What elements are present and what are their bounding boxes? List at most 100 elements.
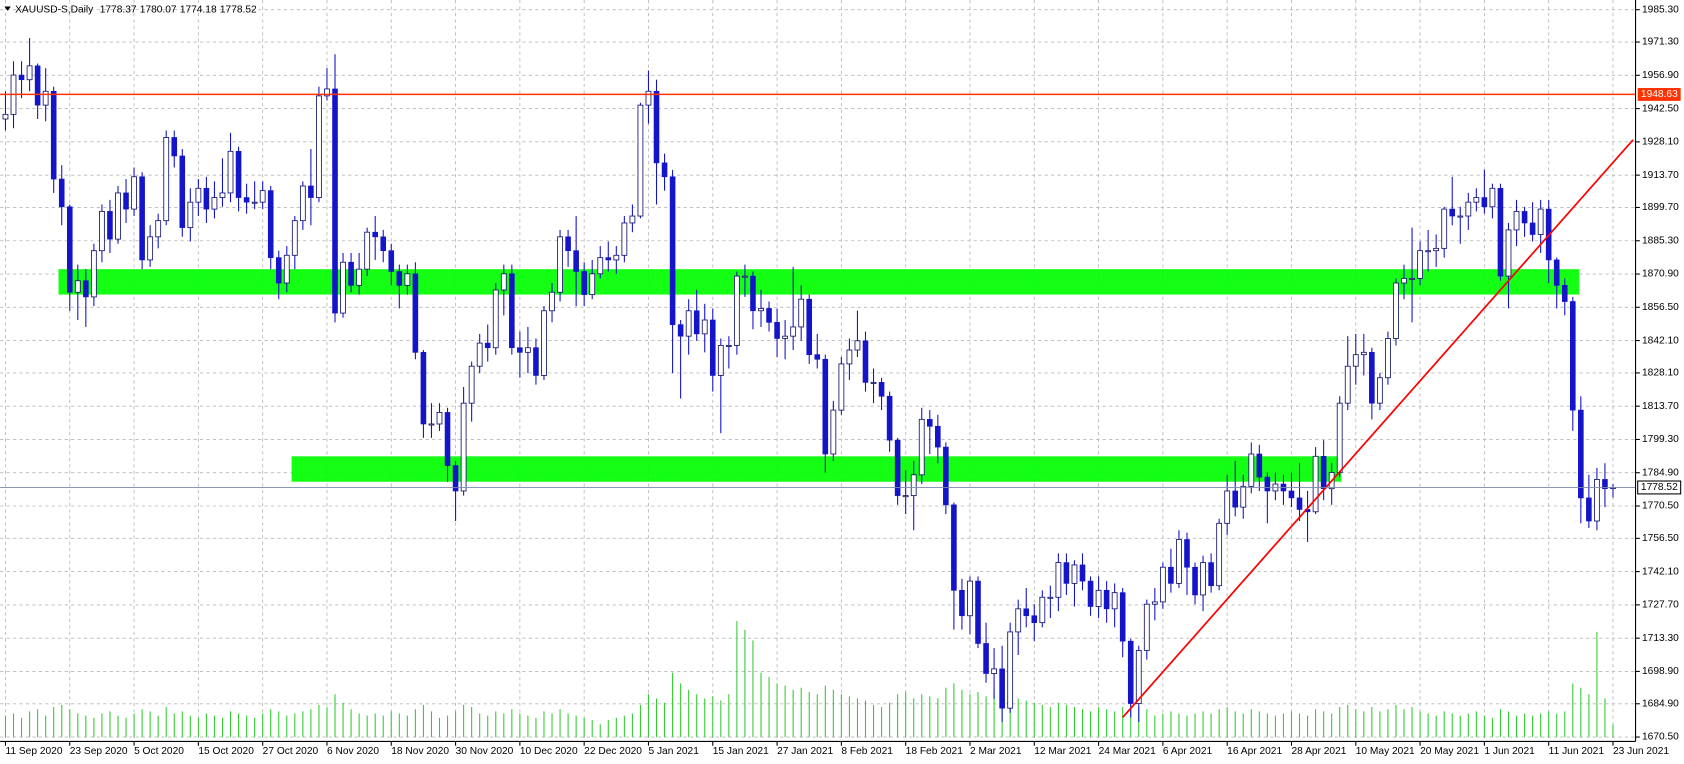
menu-triangle[interactable] xyxy=(4,6,11,11)
candle-body xyxy=(18,74,25,81)
candle-body xyxy=(452,465,459,492)
candle-body xyxy=(1409,277,1415,280)
y-tick-label: 1813.70 xyxy=(1642,401,1679,412)
candle-body xyxy=(951,504,957,591)
candle-body xyxy=(677,324,684,337)
candle-body xyxy=(1537,208,1544,235)
candle-body xyxy=(1095,589,1102,607)
candle-body xyxy=(573,250,579,272)
candle-body xyxy=(1425,250,1432,253)
candle-body xyxy=(1264,476,1271,492)
x-tick-label: 23 Jun 2021 xyxy=(1613,746,1669,757)
candle-body xyxy=(74,280,81,293)
candle-body xyxy=(1553,259,1560,286)
candle-body xyxy=(1441,208,1448,249)
y-tick-label: 1885.30 xyxy=(1642,235,1679,246)
candle-body xyxy=(541,310,547,376)
candle-body xyxy=(308,185,314,198)
candle-body xyxy=(870,381,877,384)
y-tick-label: 1684.90 xyxy=(1642,698,1679,709)
candle-body xyxy=(468,365,475,404)
x-tick-label: 16 Apr 2021 xyxy=(1227,746,1282,757)
candle-body xyxy=(701,319,708,335)
x-tick-label: 18 Nov 2020 xyxy=(391,746,449,757)
candle-body xyxy=(1393,282,1399,339)
x-tick-label: 22 Dec 2020 xyxy=(584,746,642,757)
candle-body xyxy=(910,474,917,497)
candle-body xyxy=(187,201,194,229)
y-tick-label: 1828.10 xyxy=(1642,368,1679,379)
trend-line xyxy=(1122,139,1634,718)
candle-body xyxy=(275,257,282,284)
candle-body xyxy=(1465,201,1472,217)
candle-body xyxy=(90,250,97,298)
header-low: 1774.18 xyxy=(180,4,217,15)
y-tick-label: 1698.90 xyxy=(1642,666,1679,677)
candle-body xyxy=(774,321,780,339)
candle-body xyxy=(878,382,885,397)
candle-body xyxy=(1031,615,1038,623)
candle-body xyxy=(1288,490,1295,499)
y-tick-label: 1842.10 xyxy=(1642,335,1679,346)
candle-body xyxy=(685,310,692,337)
x-tick-label: 6 Apr 2021 xyxy=(1163,746,1213,757)
candle-body xyxy=(259,190,266,203)
x-tick-label: 10 Dec 2020 xyxy=(520,746,578,757)
candle-body xyxy=(66,206,73,293)
candle-body xyxy=(1151,601,1158,605)
candle-body xyxy=(364,231,371,270)
x-tick-label: 6 Nov 2020 xyxy=(327,746,379,757)
chart-title: XAUUSD-S,Daily xyxy=(15,4,94,15)
candle-body xyxy=(83,280,89,298)
candle-body xyxy=(2,113,9,120)
candle-body xyxy=(1087,580,1094,607)
support-zone xyxy=(291,456,1342,482)
candle-body xyxy=(790,326,797,337)
candle-body xyxy=(1417,250,1423,279)
candle-body xyxy=(492,289,499,349)
candle-body xyxy=(460,402,467,492)
candle-body xyxy=(525,347,531,353)
candle-body xyxy=(709,319,716,376)
candle-body xyxy=(1505,229,1512,277)
x-tick-label: 28 Apr 2021 xyxy=(1291,746,1346,757)
x-tick-label: 2 Mar 2021 xyxy=(970,746,1022,757)
candle-body xyxy=(1594,478,1600,522)
candle-body xyxy=(1192,566,1198,596)
zone-layer xyxy=(58,269,1580,482)
candle-body xyxy=(1248,453,1255,487)
price-label: 1778.52 xyxy=(1641,482,1678,493)
y-tick-label: 1899.70 xyxy=(1642,202,1679,213)
candle-body xyxy=(766,308,772,323)
candle-body xyxy=(557,236,563,293)
price-label-box xyxy=(1637,480,1682,495)
candle-body xyxy=(500,273,507,291)
y-tick-label: 1756.50 xyxy=(1642,533,1679,544)
candle-body xyxy=(517,347,523,353)
candle-body xyxy=(943,446,949,506)
candle-body xyxy=(267,190,274,258)
support-zone xyxy=(58,269,1580,295)
candle-body xyxy=(959,590,965,617)
candle-body xyxy=(1039,596,1046,624)
candle-body xyxy=(1119,592,1126,642)
candle-body xyxy=(637,104,644,217)
candle-body xyxy=(854,340,861,351)
y-tick-label: 1742.10 xyxy=(1642,566,1679,577)
candle-body xyxy=(139,176,145,261)
candle-body xyxy=(509,273,515,349)
candle-body xyxy=(444,412,451,466)
x-tick-label: 27 Jan 2021 xyxy=(777,746,833,757)
candle-body xyxy=(830,409,837,455)
y-tick-label: 1799.30 xyxy=(1642,434,1679,445)
candle-body xyxy=(1457,215,1464,218)
header-high: 1780.07 xyxy=(140,4,177,15)
candle-body xyxy=(605,257,612,261)
candle-body xyxy=(1135,649,1142,704)
level-label: 1948.63 xyxy=(1641,89,1678,100)
candle-body xyxy=(1376,377,1383,404)
x-tick-label: 18 Feb 2021 xyxy=(906,746,964,757)
candle-body xyxy=(428,423,435,426)
